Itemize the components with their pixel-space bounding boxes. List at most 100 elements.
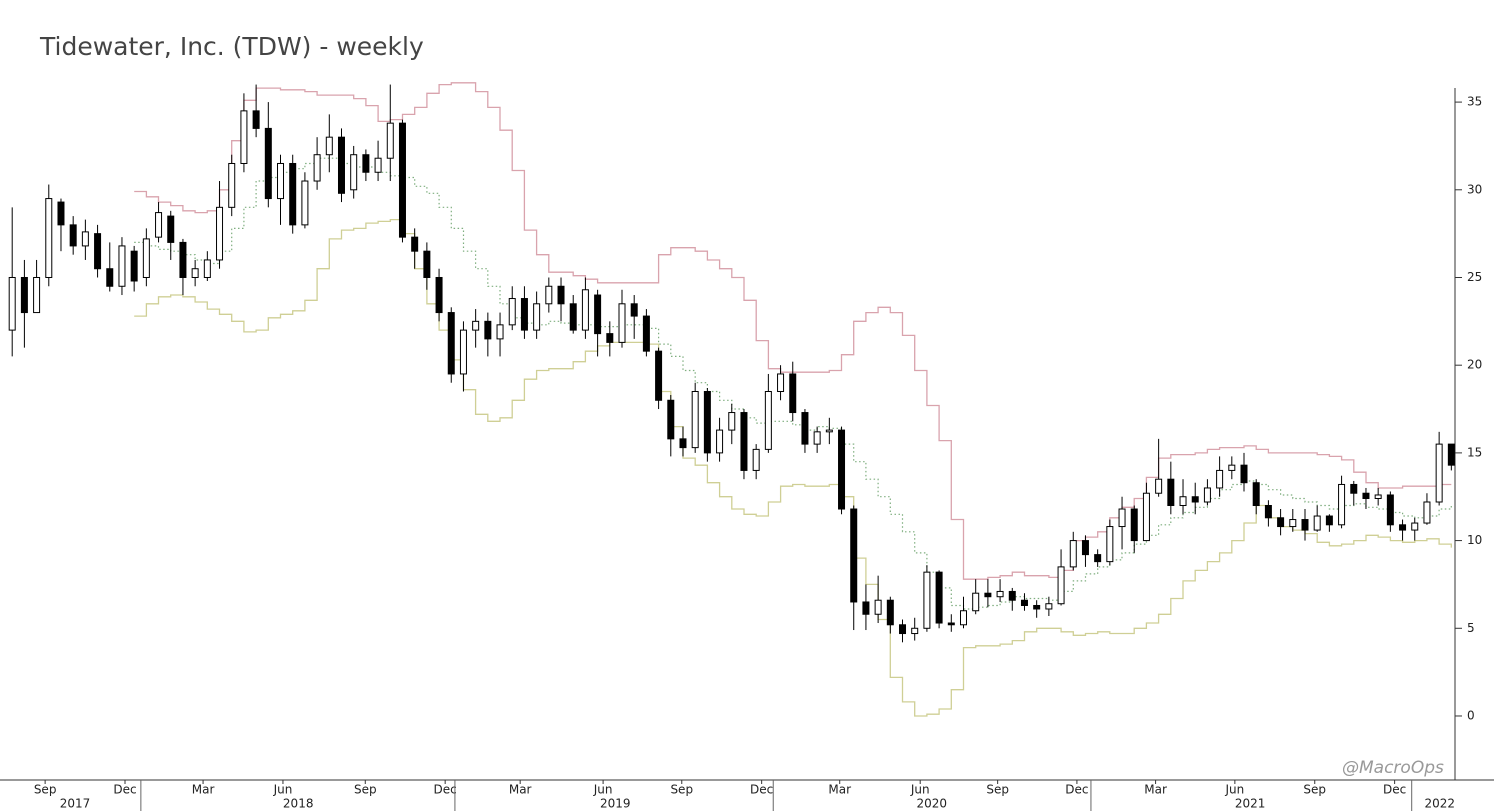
candle-body	[94, 233, 102, 270]
candle-body	[1118, 508, 1126, 528]
candle-body	[594, 294, 602, 335]
candle-body	[8, 276, 16, 331]
x-tick-label: Dec	[750, 783, 773, 797]
candle-body	[1130, 508, 1138, 542]
candle-body	[764, 390, 772, 450]
y-tick-label: 25	[1467, 270, 1482, 284]
candle-body	[1228, 464, 1236, 471]
x-tick-label: Dec	[113, 783, 136, 797]
candle-body	[33, 276, 41, 314]
candle-body	[679, 438, 687, 449]
candle-body	[69, 224, 77, 247]
candle-body	[533, 303, 541, 331]
candle-body	[838, 429, 846, 510]
candle-body	[1155, 478, 1163, 494]
candle-body	[289, 162, 297, 226]
candle-body	[57, 201, 65, 226]
candle-body	[789, 373, 797, 414]
x-tick-label: Dec	[1065, 783, 1088, 797]
candle-body	[777, 373, 785, 392]
candle-body	[996, 590, 1004, 598]
y-tick-label: 5	[1467, 621, 1475, 635]
candle-body	[240, 110, 248, 164]
candle-body	[179, 241, 187, 278]
candle-body	[1033, 604, 1041, 610]
candle-body	[228, 162, 236, 208]
candle-body	[1411, 522, 1419, 531]
candle-body	[581, 289, 589, 331]
watermark: @MacroOps	[1342, 758, 1444, 778]
candle-body	[1350, 483, 1358, 494]
candle-body	[911, 627, 919, 635]
year-label: 2017	[60, 797, 91, 811]
candle-body	[155, 212, 163, 238]
y-tick-label: 0	[1467, 708, 1475, 722]
candle-body	[472, 320, 480, 331]
candle-body	[1301, 519, 1309, 531]
x-tick-label: Mar	[509, 783, 532, 797]
candle-body	[569, 303, 577, 331]
candle-body	[325, 136, 333, 156]
candle-body	[728, 412, 736, 431]
candle-body	[277, 162, 285, 200]
candle-body	[118, 245, 126, 287]
candle-body	[1374, 494, 1382, 499]
candle-body	[1094, 554, 1102, 563]
candle-body	[1106, 526, 1114, 563]
candle-body	[1325, 515, 1333, 526]
candle-body	[1008, 590, 1016, 601]
candle-body	[1252, 482, 1260, 507]
year-label: 2018	[283, 797, 314, 811]
candle-body	[1399, 524, 1407, 531]
candle-body	[191, 268, 199, 278]
y-tick-label: 10	[1467, 533, 1482, 547]
candle-body	[459, 329, 467, 375]
year-label: 2019	[600, 797, 631, 811]
year-label: 2022	[1424, 797, 1455, 811]
candle-body	[691, 390, 699, 449]
candle-body	[801, 412, 809, 445]
candle-body	[716, 429, 724, 454]
candle-body	[130, 250, 138, 282]
candle-body	[862, 601, 870, 615]
candle-body	[1386, 494, 1394, 526]
x-tick-label: Mar	[1144, 783, 1167, 797]
candle-body	[142, 238, 150, 278]
candle-body	[1362, 492, 1370, 499]
candle-body	[337, 136, 345, 194]
candle-body	[667, 399, 675, 440]
candle-body	[959, 610, 967, 626]
candle-body	[362, 154, 370, 173]
x-tick-label: Jun	[1224, 783, 1244, 797]
candle-body	[1338, 483, 1346, 526]
candle-body	[1313, 515, 1321, 531]
candle-body	[1045, 603, 1053, 610]
candle-body	[264, 127, 272, 200]
candle-body	[1179, 496, 1187, 507]
candle-body	[899, 624, 907, 635]
candle-body	[1203, 487, 1211, 503]
candle-body	[655, 350, 663, 401]
x-tick-label: Dec	[1383, 783, 1406, 797]
candle-body	[203, 259, 211, 278]
candle-body	[1216, 469, 1224, 489]
x-tick-label: Sep	[354, 783, 377, 797]
candle-body	[557, 285, 565, 305]
candle-body	[216, 206, 224, 261]
candle-body	[520, 298, 528, 331]
candle-body	[496, 324, 504, 340]
candle-body	[740, 412, 748, 471]
candle-body	[447, 312, 455, 375]
candle-body	[1020, 599, 1028, 606]
y-tick-label: 20	[1467, 358, 1482, 372]
candle-body	[484, 320, 492, 340]
x-tick-label: Dec	[434, 783, 457, 797]
candle-body	[167, 215, 175, 243]
candle-body	[850, 508, 858, 603]
candle-body	[545, 285, 553, 305]
y-tick-label: 15	[1467, 445, 1482, 459]
candle-body	[1447, 443, 1455, 466]
year-label: 2020	[917, 797, 948, 811]
y-tick-label: 30	[1467, 182, 1482, 196]
